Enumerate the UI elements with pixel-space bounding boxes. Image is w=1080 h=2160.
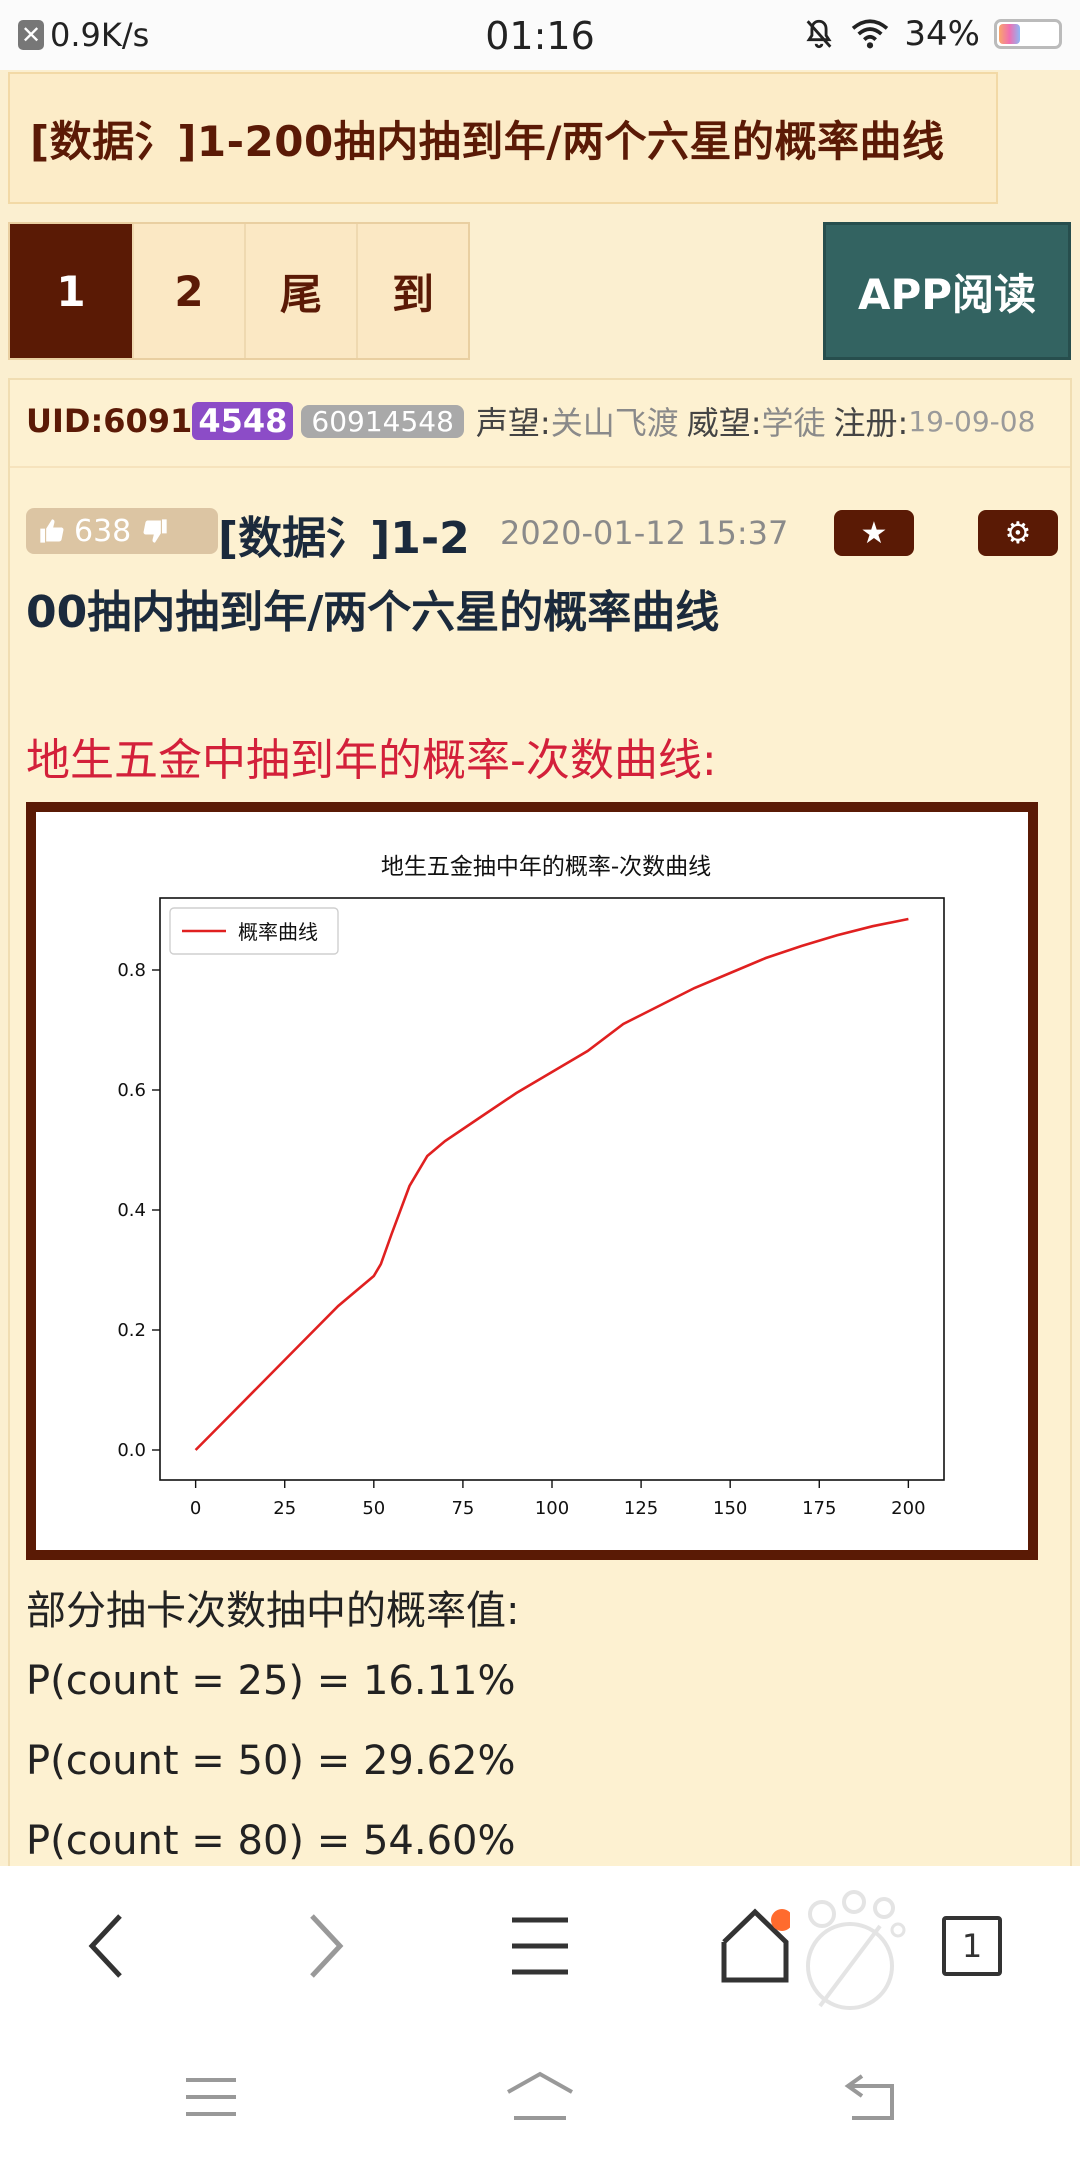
- post-date: 2020-01-12 15:37: [500, 514, 789, 552]
- gear-icon: ⚙: [1004, 515, 1032, 551]
- author-info: UID:6091 4548 60914548 声望: 关山飞渡 威望: 学徒 注…: [26, 398, 1035, 444]
- x-axis: 0 25 50 75 100 125 150 175 200: [190, 1480, 926, 1519]
- chart-title: 地生五金抽中年的概率-次数曲线: [381, 854, 711, 880]
- probability-chart: 地生五金抽中年的概率-次数曲线 0 25 50 75 100 125 150 175 200 0…: [117, 854, 945, 1519]
- system-home-icon[interactable]: [504, 2070, 576, 2122]
- plot-area: [159, 897, 945, 1481]
- value-line-3: P(count = 80) = 54.60%: [26, 1818, 516, 1864]
- value-line-2: P(count = 50) = 29.62%: [26, 1738, 516, 1784]
- forward-icon[interactable]: [300, 1906, 350, 1986]
- notification-icon: ✕: [18, 20, 44, 50]
- y-tick-label: 0.8: [117, 960, 146, 981]
- register-date: 19-09-08: [908, 404, 1036, 438]
- status-icons: 34%: [802, 14, 1062, 54]
- post-title-line-2: 00抽内抽到年/两个六星的概率曲线: [26, 587, 720, 638]
- x-tick-label: 100: [535, 1498, 569, 1519]
- thread-title: [数据氵]1-200抽内抽到年/两个六星的概率曲线: [30, 116, 945, 166]
- y-tick-label: 0.4: [117, 1200, 146, 1221]
- browser-toolbar: 1: [0, 1866, 1080, 2036]
- post: UID:6091 4548 60914548 声望: 关山飞渡 威望: 学徒 注…: [8, 378, 1072, 1878]
- mascot-watermark-icon: [806, 1890, 906, 2010]
- thumbs-up-icon[interactable]: [38, 517, 66, 545]
- register-label: 注册:: [833, 404, 909, 442]
- settings-button[interactable]: ⚙: [978, 510, 1058, 556]
- vote-count: 638: [74, 513, 132, 549]
- status-bar: ✕ 0.9K/s 01:16 34%: [0, 0, 1080, 70]
- thread-title-bar: [数据氵]1-200抽内抽到年/两个六星的概率曲线: [8, 72, 998, 204]
- uid-badge: 4548: [192, 402, 294, 440]
- clock: 01:16: [485, 14, 595, 58]
- network-speed-text: 0.9K/s: [50, 16, 150, 54]
- uid-label[interactable]: UID:6091: [26, 402, 193, 440]
- system-back-icon[interactable]: [842, 2072, 898, 2122]
- battery-percent: 34%: [904, 14, 980, 54]
- last-page-button[interactable]: 尾: [244, 224, 356, 358]
- network-speed: ✕ 0.9K/s: [18, 16, 149, 54]
- bell-off-icon: [806, 19, 832, 49]
- chart-image: 地生五金抽中年的概率-次数曲线 0 25 50 75 100 125 150 175 200 0…: [26, 802, 1038, 1560]
- uid-number: 60914548: [301, 404, 464, 438]
- tabs-button[interactable]: 1: [942, 1916, 1002, 1976]
- x-tick-label: 200: [891, 1498, 925, 1519]
- wifi-icon: [852, 19, 889, 49]
- app-read-button[interactable]: APP阅读: [823, 222, 1071, 360]
- battery-level: [999, 24, 1021, 44]
- divider: [10, 466, 1070, 468]
- x-tick-label: 125: [624, 1498, 658, 1519]
- tab-count: 1: [961, 1927, 983, 1965]
- y-tick-label: 0.6: [117, 1080, 146, 1101]
- y-tick-label: 0.0: [117, 1440, 146, 1461]
- x-tick-label: 0: [190, 1498, 201, 1519]
- recent-apps-icon[interactable]: [184, 2074, 238, 2120]
- prestige-label: 威望:: [686, 404, 762, 442]
- section-heading: 地生五金中抽到年的概率-次数曲线:: [26, 735, 717, 786]
- page-1-button[interactable]: 1: [10, 224, 132, 358]
- legend: 概率曲线: [169, 907, 339, 955]
- reputation-value: 关山飞渡: [550, 404, 679, 442]
- x-tick-label: 25: [273, 1498, 296, 1519]
- y-tick-label: 0.2: [117, 1320, 146, 1341]
- goto-page-button[interactable]: 到: [356, 224, 468, 358]
- reputation-label: 声望:: [475, 404, 551, 442]
- pagination: 1 2 尾 到: [8, 222, 470, 360]
- x-tick-label: 150: [713, 1498, 747, 1519]
- post-title-line-1: [数据氵]1-2: [218, 513, 470, 564]
- star-button[interactable]: ★: [834, 510, 914, 556]
- x-tick-label: 50: [362, 1498, 385, 1519]
- x-tick-label: 175: [802, 1498, 836, 1519]
- system-navigation: [0, 2036, 1080, 2160]
- y-axis: 0.0 0.2 0.4 0.6 0.8: [117, 960, 160, 1461]
- back-icon[interactable]: [82, 1906, 132, 1986]
- values-heading: 部分抽卡次数抽中的概率值:: [26, 1588, 520, 1634]
- legend-label: 概率曲线: [238, 920, 318, 944]
- prestige-value: 学徒: [761, 404, 826, 442]
- thumbs-down-icon[interactable]: [141, 517, 169, 545]
- page-2-button[interactable]: 2: [132, 224, 244, 358]
- x-tick-label: 75: [451, 1498, 474, 1519]
- vote-box: 638: [26, 508, 218, 554]
- star-icon: ★: [860, 515, 888, 551]
- battery-icon: [994, 19, 1062, 49]
- menu-icon[interactable]: [508, 1906, 572, 1986]
- series-line-probability: [194, 917, 909, 1451]
- home-icon[interactable]: [720, 1906, 790, 1986]
- value-line-1: P(count = 25) = 16.11%: [26, 1658, 516, 1704]
